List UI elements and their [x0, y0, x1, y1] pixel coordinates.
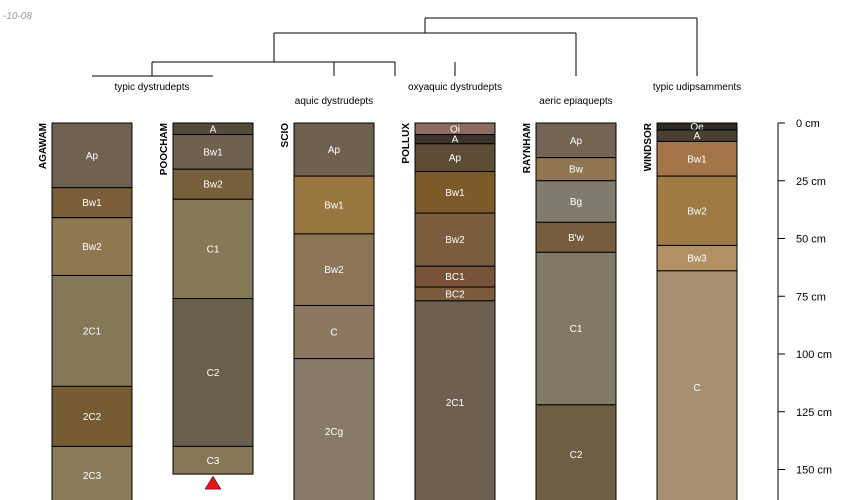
soil-profile: OeA Bw1 Bw2 Bw3 C WINDSOR [643, 122, 738, 500]
horizon-label: Oe [690, 122, 704, 133]
horizon-label: 2C3 [83, 471, 102, 482]
taxon-label: aquic dystrudepts [295, 96, 373, 107]
horizon-label: A [210, 124, 217, 135]
soil-profile: Ap Bw1 Bw2 C 2Cg SCIO [280, 122, 375, 500]
horizon-label: C [330, 328, 337, 339]
depth-axis: 0 cm 25 cm 50 cm 75 cm 100 cm 125 cm 150 cm [777, 118, 832, 500]
horizon-label: Bg [570, 197, 582, 208]
depth-tick-label: 125 cm [796, 407, 832, 419]
date-stamp: -10-08 [3, 11, 32, 22]
soil-horizon [172, 298, 254, 447]
horizon-label: Bw3 [687, 254, 707, 265]
horizon-label: A [452, 135, 459, 146]
soil-horizon [656, 140, 738, 177]
horizon-label: Ap [570, 136, 583, 147]
soil-horizon [535, 122, 617, 159]
soil-horizon [535, 404, 617, 500]
horizon-label: BC2 [445, 289, 465, 300]
depth-tick-label: 75 cm [796, 291, 826, 303]
soil-horizon [51, 217, 133, 276]
soil-profile: Ap Bw Bg B'w C1 C2 RAYNHAM [522, 122, 617, 500]
soil-horizon [656, 270, 738, 500]
horizon-label: Bw1 [203, 147, 223, 158]
bottom-marker-icon [204, 475, 222, 490]
soil-horizon [535, 221, 617, 253]
horizon-label: C [693, 383, 700, 394]
soil-horizon [414, 171, 496, 214]
profile-name: POLLUX [401, 123, 412, 164]
profile-name: WINDSOR [643, 122, 654, 171]
soil-horizon [656, 244, 738, 272]
profile-name: SCIO [280, 123, 291, 148]
soil-horizon [172, 445, 254, 475]
soil-horizon [51, 274, 133, 387]
soil-profile: Ap Bw1 Bw2 2C1 2C2 2C3 AGAWAM [38, 122, 133, 500]
depth-tick-label: 150 cm [796, 465, 832, 477]
soil-horizon [293, 175, 375, 235]
horizon-label: Bw2 [687, 206, 707, 217]
horizon-label: 2C1 [446, 398, 465, 409]
soil-horizon [293, 358, 375, 500]
horizon-label: Oi [450, 124, 460, 135]
horizon-label: C3 [207, 456, 220, 467]
horizon-label: BC1 [445, 272, 465, 283]
soil-horizon [414, 212, 496, 267]
taxon-label: aeric epiaquepts [539, 96, 612, 107]
taxon-label: oxyaquic dystrudepts [408, 82, 502, 93]
horizon-label: Ap [449, 153, 462, 164]
soil-horizon [51, 445, 133, 500]
soil-profile: A Bw1 Bw2 C1 C2 C3 POOCHAM [159, 122, 254, 490]
horizon-label: A [694, 131, 701, 142]
horizon-label: C2 [207, 368, 220, 379]
depth-tick-label: 25 cm [796, 176, 826, 188]
soil-horizon [656, 175, 738, 246]
horizon-label: Bw1 [82, 198, 102, 209]
horizon-label: Bw1 [324, 201, 344, 212]
soil-horizon [51, 122, 133, 189]
horizon-label: 2C2 [83, 412, 102, 423]
soil-horizon [172, 134, 254, 170]
horizon-label: Bw2 [82, 242, 102, 253]
horizon-label: Bw1 [687, 154, 707, 165]
horizon-label: Bw [569, 165, 584, 176]
soil-horizon [293, 233, 375, 306]
horizon-label: 2C1 [83, 326, 102, 337]
soil-horizon [414, 300, 496, 500]
profile-name: RAYNHAM [522, 123, 533, 173]
depth-tick-label: 50 cm [796, 234, 826, 246]
taxon-label: typic dystrudepts [114, 82, 189, 93]
horizon-label: B'w [568, 233, 585, 244]
depth-tick-label: 0 cm [796, 118, 820, 130]
soil-horizon [293, 122, 375, 177]
taxon-label: typic udipsamments [653, 82, 741, 93]
horizon-label: Bw2 [324, 265, 344, 276]
horizon-label: 2Cg [325, 427, 343, 438]
soil-horizon [51, 187, 133, 219]
horizon-label: Ap [328, 145, 341, 156]
soil-profile: OiA Ap Bw1 Bw2 BC1 BC2 2C1 POLLUX [401, 122, 496, 500]
horizon-label: Ap [86, 151, 99, 162]
soil-horizon [172, 198, 254, 300]
horizon-label: C2 [570, 450, 583, 461]
soil-horizon [414, 143, 496, 173]
profile-name: POOCHAM [159, 123, 170, 175]
horizon-label: C1 [570, 324, 583, 335]
horizon-label: Bw2 [445, 235, 465, 246]
horizon-label: C1 [207, 244, 220, 255]
horizon-label: Bw1 [445, 188, 465, 199]
soil-horizon [535, 180, 617, 223]
profile-name: AGAWAM [38, 123, 49, 169]
horizon-label: Bw2 [203, 180, 223, 191]
depth-tick-label: 100 cm [796, 349, 832, 361]
soil-horizon [293, 304, 375, 360]
dendrogram [92, 17, 698, 77]
soil-horizon [172, 168, 254, 200]
